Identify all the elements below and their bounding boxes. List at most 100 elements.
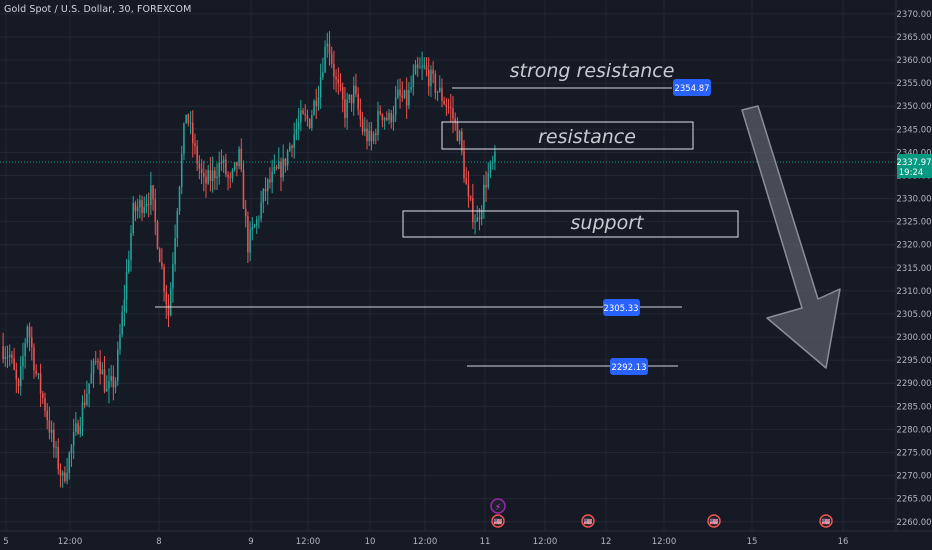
candle-body [333,63,335,77]
candle-body [280,161,282,178]
candle-body [103,369,106,392]
candle-body [408,90,410,106]
candle-body [405,90,408,106]
candle-body [132,203,134,234]
candle-body [125,271,128,300]
event-us-flag-glyph: 🇺🇸 [494,518,503,526]
candle-body [372,133,375,142]
candle-body [150,185,152,206]
event-bolt-glyph: ⚡ [495,503,501,513]
candle-body [311,115,313,128]
candle-body [335,76,337,80]
candle-body [339,83,342,88]
candle-body [117,349,119,381]
candle-body [364,128,366,132]
candle-body [297,122,300,130]
resistance-zone-label: resistance [538,126,636,148]
events[interactable]: ⚡ 🇺🇸 🇺🇸 🇺🇸 🇺🇸 [490,498,833,528]
candle-body [90,373,93,384]
candle-body [260,202,262,219]
candle-body [174,238,176,265]
candle-countdown: 19:24 [899,168,924,178]
candle-body [423,65,426,67]
price-tick-label: 2345.00 [896,125,931,135]
candle-body [46,410,48,421]
candle-body [383,118,386,121]
candle-body [247,216,249,253]
candle-body [427,70,430,87]
candle-body [220,162,223,164]
candle-body [61,472,64,476]
event-us-flag-icon[interactable] [491,514,505,528]
candle-body [397,89,399,98]
candle-body [399,89,401,96]
event-us-flag-icon[interactable] [707,514,721,528]
candle-body [474,221,476,223]
resistance-zone[interactable] [441,121,694,150]
candle-body [183,123,185,154]
candle-body [39,373,42,394]
candle-body [112,376,115,388]
candle-body [216,176,218,179]
time-tick-label: 15 [747,537,758,547]
price-axis[interactable]: 2260.00 2265.00 2270.00 2275.00 2280.00 2285.… [896,10,931,528]
time-tick-label: 12 [601,537,612,547]
price-tick-label: 2270.00 [896,472,931,482]
current-price-value: 2337.97 [896,158,931,168]
candle-body [341,87,344,100]
candle-body [394,97,397,115]
candle-body [154,199,157,222]
price-tick-label: 2330.00 [896,195,931,205]
down-arrow-icon[interactable] [741,105,841,369]
candle-body [75,423,77,432]
candle-body [359,109,362,120]
candle-body [476,217,479,222]
event-us-flag-icon[interactable] [819,514,833,528]
candle-body [145,204,148,208]
price-tick-label: 2325.00 [896,218,931,228]
event-us-flag-icon[interactable] [581,514,595,528]
candle-body [94,361,97,363]
candle-body [187,114,190,124]
candle-body [123,299,126,312]
candle-body [324,46,326,73]
price-tick-label: 2290.00 [896,379,931,389]
event-bolt-icon[interactable] [490,498,506,514]
candle-body [121,311,123,335]
candle-body [337,79,340,84]
price-tick-label: 2315.00 [896,264,931,274]
candle-body [258,218,260,220]
candle-body [410,87,412,91]
candle-body [386,118,388,120]
candle-body [489,162,492,174]
candle-body [421,66,423,68]
price-tick-label: 2260.00 [896,518,931,528]
candle-body [494,151,496,163]
event-us-flag-glyph: 🇺🇸 [584,518,593,526]
candle-body [136,207,139,212]
candle-body [403,90,406,98]
candle-body [291,145,293,148]
candle-body [264,188,267,192]
candle-body [370,130,373,142]
time-axis[interactable]: 5 12:00 8 9 12:00 10 12:00 11 12:00 12 12:00 15 16 [3,537,848,547]
candle-body [273,166,276,172]
candle-body [379,111,381,114]
candle-body [37,373,40,375]
symbol-title[interactable]: Gold Spot / U.S. Dollar, 30, FOREXCOM [4,4,192,15]
drawings[interactable]: 2354.87 2305.33 2292.13 strong resistanc… [0,60,896,375]
support-zone[interactable] [402,210,739,238]
candle-body [317,97,320,107]
time-tick-label: 12:00 [533,537,558,547]
candle-body [278,161,280,169]
price-tick-label: 2310.00 [896,287,931,297]
candle-body [419,67,421,69]
candle-body [229,177,232,179]
candle-body [198,163,201,169]
candle-body [42,393,44,398]
candle-body [143,207,146,214]
candle-body [72,431,75,446]
